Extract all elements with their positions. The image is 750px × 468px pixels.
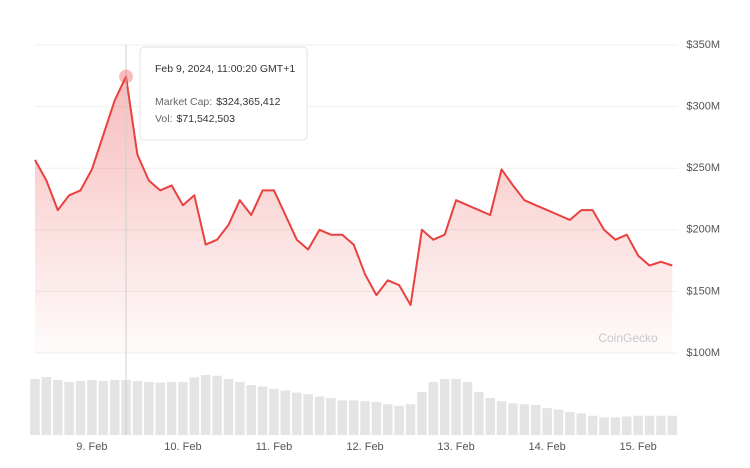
watermark: CoinGecko bbox=[598, 331, 658, 345]
volume-bar bbox=[235, 381, 245, 435]
x-tick-label: 10. Feb bbox=[164, 441, 201, 453]
volume-bar bbox=[41, 377, 52, 435]
volume-bar bbox=[75, 380, 86, 435]
volume-bar bbox=[656, 415, 666, 435]
volume-bar bbox=[326, 398, 336, 435]
volume-bar bbox=[30, 379, 40, 435]
volume-bar bbox=[52, 380, 63, 435]
tooltip-title: Feb 9, 2024, 11:00:20 GMT+1 bbox=[155, 63, 295, 75]
volume-bar bbox=[314, 396, 325, 435]
volume-bar bbox=[405, 404, 416, 435]
volume-bar bbox=[553, 409, 564, 435]
line bbox=[34, 75, 673, 306]
y-tick-label: $300M bbox=[686, 101, 720, 113]
volume-bar bbox=[337, 400, 348, 435]
x-tick-label: 9. Feb bbox=[76, 441, 107, 453]
y-tick-label: $200M bbox=[686, 224, 720, 236]
volume-bar bbox=[291, 392, 302, 435]
tooltip-value: $71,542,503 bbox=[177, 113, 236, 125]
y-tick-label: $150M bbox=[686, 285, 720, 297]
tooltip-value: $324,365,412 bbox=[216, 96, 280, 108]
volume-bar bbox=[371, 401, 382, 435]
tooltip-label: Market Cap: bbox=[155, 96, 212, 108]
volume-bar bbox=[519, 404, 530, 435]
volume-bar bbox=[530, 405, 541, 435]
volume-bar bbox=[644, 415, 655, 435]
volume-bar bbox=[667, 415, 678, 435]
tooltip-label: Vol: bbox=[155, 113, 173, 125]
volume-bar bbox=[587, 415, 598, 435]
volume-bar bbox=[565, 411, 575, 435]
volume-bar bbox=[257, 386, 268, 435]
volume-bar bbox=[474, 391, 484, 435]
volume-bar bbox=[462, 381, 473, 435]
x-tick-label: 13. Feb bbox=[437, 441, 474, 453]
volume-bar bbox=[303, 394, 313, 435]
volume-bar bbox=[87, 380, 97, 435]
y-tick-label: $250M bbox=[686, 162, 720, 174]
volume-bar bbox=[599, 417, 609, 435]
volume-bar bbox=[98, 380, 109, 435]
volume-bar bbox=[394, 405, 404, 435]
volume-bar bbox=[212, 375, 222, 435]
x-tick-label: 15. Feb bbox=[620, 441, 657, 453]
volume-bar bbox=[64, 381, 74, 435]
y-tick-label: $350M bbox=[686, 39, 720, 51]
x-tick-label: 11. Feb bbox=[256, 441, 293, 453]
volume-bar bbox=[189, 377, 200, 435]
volume-bar bbox=[269, 388, 279, 435]
volume-bar bbox=[508, 403, 518, 435]
tooltip-box bbox=[139, 46, 308, 141]
volume-bar bbox=[383, 404, 393, 435]
volume-bar bbox=[155, 382, 165, 435]
volume-bar bbox=[633, 415, 643, 435]
volume-bar bbox=[144, 381, 154, 435]
volume-bar bbox=[166, 381, 177, 435]
x-tick-label: 12. Feb bbox=[346, 441, 383, 453]
volume-bar bbox=[439, 378, 450, 435]
volume-bar bbox=[178, 381, 188, 435]
y-tick-label: $100M bbox=[686, 347, 720, 359]
volume-bar bbox=[109, 380, 120, 435]
volume-bar bbox=[417, 391, 427, 435]
x-tick-label: 14. Feb bbox=[528, 441, 565, 453]
volume-bar bbox=[348, 400, 359, 435]
volume-bar bbox=[428, 381, 439, 435]
volume-bar bbox=[485, 398, 496, 435]
volume-bar bbox=[610, 417, 621, 435]
volume-bar bbox=[360, 401, 370, 435]
volume-bar bbox=[132, 381, 143, 435]
volume-bar bbox=[622, 416, 632, 435]
volume-bar bbox=[576, 413, 587, 435]
volume-bar bbox=[496, 401, 507, 435]
volume-bar bbox=[223, 378, 234, 435]
volume-bar bbox=[280, 390, 291, 435]
volume-bar bbox=[200, 375, 211, 435]
volume-bar bbox=[542, 408, 552, 435]
volume-bar bbox=[451, 378, 461, 435]
volume-bar bbox=[246, 385, 257, 435]
hover-point bbox=[119, 69, 134, 84]
area bbox=[35, 76, 673, 353]
